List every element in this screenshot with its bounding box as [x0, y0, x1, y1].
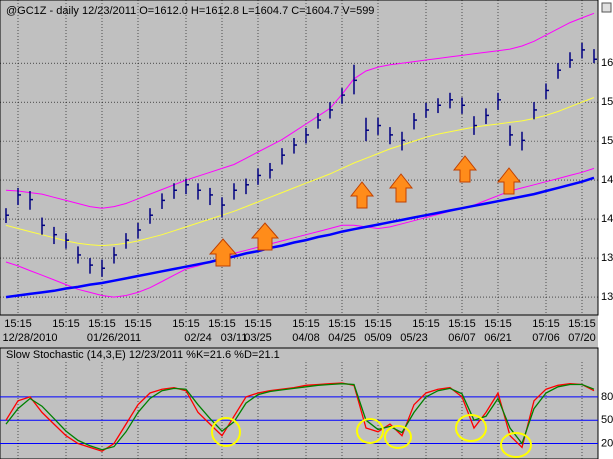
x-date-label: 03/25 — [244, 332, 272, 344]
stochastic-line — [5, 382, 595, 452]
indicator-line — [5, 12, 595, 209]
x-date-label: 04/08 — [292, 332, 320, 344]
circle — [500, 432, 532, 458]
x-time-label: 15:15 — [124, 318, 152, 330]
plot-area — [0, 362, 598, 459]
x-date-label: 03/11 — [221, 332, 248, 344]
x-date-label: 12/28/2010 — [2, 332, 57, 344]
x-date-label: 07/06 — [532, 332, 560, 344]
y-tick-label: 16 — [601, 57, 613, 69]
plot-area — [0, 0, 598, 315]
y-tick-label: 50 — [601, 414, 613, 426]
x-time-label: 15:15 — [448, 318, 476, 330]
stochastic-line — [5, 383, 595, 451]
stochastic-panel — [0, 347, 599, 459]
x-date-label: 05/09 — [364, 332, 392, 344]
arrow — [388, 173, 414, 203]
x-date-label: 05/23 — [400, 332, 428, 344]
x-time-label: 15:15 — [292, 318, 320, 330]
arrow — [208, 238, 238, 267]
x-date-label: 07/20 — [568, 332, 596, 344]
x-time-label: 15:15 — [88, 318, 116, 330]
x-date-label: 06/21 — [484, 332, 512, 344]
x-time-label: 15:15 — [172, 318, 200, 330]
y-tick-label: 13 — [601, 252, 613, 264]
x-time-label: 15:15 — [412, 318, 440, 330]
x-date-label: 01/26/2011 — [87, 332, 141, 344]
x-time-label: 15:15 — [328, 318, 356, 330]
arrow — [452, 155, 478, 183]
x-date-label: 04/25 — [328, 332, 356, 344]
stochastic-title: Slow Stochastic (14,3,E) 12/23/2011 %K=2… — [6, 349, 280, 361]
circle — [356, 418, 384, 444]
y-tick-label: 13 — [601, 291, 613, 303]
arrow — [496, 167, 522, 195]
arrow — [250, 222, 280, 251]
x-time-label: 15:15 — [532, 318, 560, 330]
signal-arrows — [208, 155, 522, 267]
price-axis-strip — [598, 0, 613, 459]
y-tick-label: 14 — [601, 174, 613, 186]
y-tick-label: 80 — [601, 391, 613, 403]
y-tick-label: 14 — [601, 213, 613, 225]
highlight-circles — [211, 414, 532, 458]
price-panel — [0, 0, 599, 316]
arrow — [349, 181, 375, 209]
circle — [455, 414, 487, 442]
x-time-label: 15:15 — [364, 318, 392, 330]
x-time-label: 15:15 — [484, 318, 512, 330]
price-title: @GC1Z - daily 12/23/2011 O=1612.0 H=1612… — [6, 5, 374, 17]
x-time-label: 15:15 — [244, 318, 272, 330]
circle — [211, 417, 241, 447]
x-date-label: 06/07 — [448, 332, 476, 344]
circle — [384, 425, 412, 449]
corner-icon — [601, 2, 612, 13]
y-tick-label: 15 — [601, 135, 613, 147]
x-date-label: 02/24 — [184, 332, 212, 344]
indicator-line — [5, 97, 595, 247]
y-tick-label: 15 — [601, 96, 613, 108]
y-tick-label: 20 — [601, 437, 613, 449]
x-time-label: 15:15 — [208, 318, 236, 330]
x-time-label: 15:15 — [4, 318, 32, 330]
x-time-label: 15:15 — [52, 318, 80, 330]
x-time-label: 15:15 — [568, 318, 596, 330]
indicator-line — [5, 167, 595, 298]
indicator-line — [5, 176, 595, 299]
